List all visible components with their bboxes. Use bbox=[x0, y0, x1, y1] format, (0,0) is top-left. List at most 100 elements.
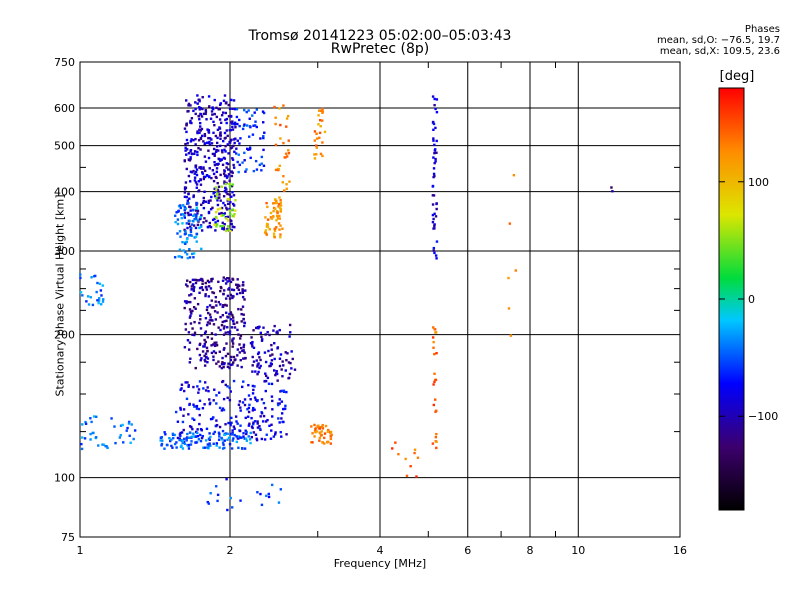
data-point bbox=[220, 211, 223, 215]
data-point bbox=[213, 388, 216, 391]
data-point bbox=[282, 364, 285, 367]
data-point bbox=[194, 143, 197, 146]
data-point bbox=[281, 360, 284, 363]
data-point bbox=[250, 425, 254, 428]
data-point bbox=[79, 291, 83, 294]
data-point bbox=[611, 190, 614, 193]
data-point bbox=[280, 412, 284, 415]
data-point bbox=[222, 327, 226, 330]
data-point bbox=[252, 169, 256, 173]
data-point bbox=[231, 225, 234, 228]
data-point bbox=[212, 358, 215, 362]
data-point bbox=[190, 435, 193, 439]
data-point bbox=[199, 318, 202, 321]
y-tick-label: 500 bbox=[54, 140, 75, 153]
data-point bbox=[319, 125, 322, 128]
data-point bbox=[318, 427, 322, 430]
data-point bbox=[181, 204, 185, 207]
data-point bbox=[187, 436, 191, 440]
data-point bbox=[229, 147, 232, 150]
data-point bbox=[280, 368, 283, 371]
data-point bbox=[178, 248, 182, 251]
data-point bbox=[230, 228, 233, 232]
data-point bbox=[432, 383, 435, 386]
data-point bbox=[251, 370, 254, 373]
data-point bbox=[205, 118, 208, 121]
data-point bbox=[318, 439, 321, 442]
data-point bbox=[256, 426, 260, 429]
data-point bbox=[210, 306, 214, 309]
data-point bbox=[191, 278, 195, 282]
data-point bbox=[127, 422, 131, 425]
data-point bbox=[284, 156, 287, 159]
data-point bbox=[288, 323, 292, 327]
data-point bbox=[95, 290, 98, 294]
data-point bbox=[245, 124, 249, 127]
data-point bbox=[212, 355, 215, 358]
data-point bbox=[254, 120, 257, 123]
data-point bbox=[233, 107, 237, 111]
data-point bbox=[238, 351, 241, 354]
data-point bbox=[244, 416, 247, 420]
data-point bbox=[186, 211, 190, 215]
data-point bbox=[87, 303, 91, 306]
data-point bbox=[258, 356, 261, 359]
data-point bbox=[248, 117, 251, 120]
data-point bbox=[229, 128, 233, 132]
data-point bbox=[208, 224, 211, 228]
data-point bbox=[313, 423, 316, 427]
data-point bbox=[242, 435, 245, 438]
data-point bbox=[232, 163, 235, 167]
data-point bbox=[238, 163, 241, 167]
data-point bbox=[228, 366, 231, 370]
data-point bbox=[213, 341, 216, 344]
data-point bbox=[242, 343, 246, 347]
data-point bbox=[211, 169, 215, 172]
data-point bbox=[241, 295, 245, 299]
data-point bbox=[221, 429, 225, 433]
data-point bbox=[314, 431, 317, 434]
data-point bbox=[232, 144, 235, 148]
data-point bbox=[278, 328, 281, 332]
data-point bbox=[270, 483, 274, 487]
x-tick-label: 8 bbox=[527, 544, 534, 557]
data-point bbox=[265, 433, 268, 436]
data-point bbox=[189, 431, 192, 435]
data-point bbox=[189, 156, 192, 159]
data-point bbox=[244, 437, 248, 440]
data-point bbox=[205, 323, 209, 327]
data-point bbox=[431, 336, 435, 339]
data-point bbox=[258, 163, 262, 167]
data-point bbox=[212, 179, 216, 183]
data-point bbox=[222, 365, 225, 369]
data-point bbox=[203, 169, 207, 173]
data-point bbox=[96, 281, 99, 285]
data-point bbox=[89, 417, 92, 420]
data-point bbox=[243, 108, 246, 112]
data-point bbox=[269, 362, 273, 365]
data-point bbox=[209, 435, 212, 439]
data-point bbox=[207, 141, 210, 145]
data-point bbox=[247, 394, 251, 397]
data-point bbox=[229, 229, 232, 233]
data-point bbox=[222, 156, 226, 160]
data-point bbox=[188, 180, 192, 183]
data-point bbox=[274, 207, 277, 211]
data-point bbox=[209, 417, 213, 421]
data-point bbox=[199, 121, 202, 125]
data-point bbox=[226, 134, 229, 138]
data-point bbox=[178, 204, 182, 207]
data-point bbox=[225, 176, 229, 179]
data-point bbox=[179, 235, 182, 238]
data-point bbox=[208, 401, 212, 405]
data-point bbox=[221, 163, 225, 167]
data-point bbox=[208, 140, 211, 144]
data-point bbox=[221, 407, 225, 410]
data-point bbox=[219, 207, 222, 210]
data-point bbox=[189, 140, 193, 143]
data-point bbox=[179, 431, 182, 435]
data-point bbox=[201, 279, 204, 283]
data-point bbox=[277, 501, 281, 504]
data-point bbox=[207, 280, 211, 284]
data-point bbox=[211, 152, 215, 156]
